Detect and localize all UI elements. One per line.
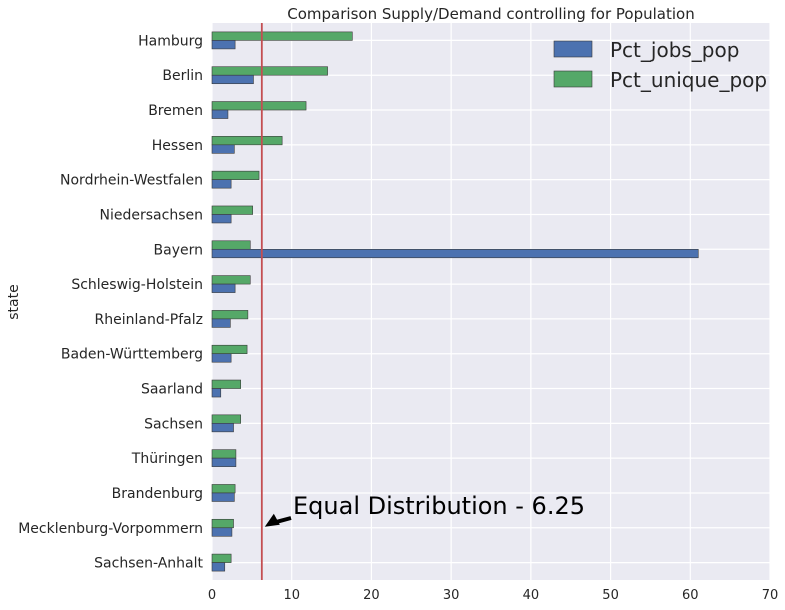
bar-pct-jobs-pop <box>211 353 232 363</box>
legend: Pct_jobs_pop Pct_unique_pop <box>553 38 767 92</box>
bar-pct-unique-pop <box>211 518 234 529</box>
category-label: Hamburg <box>138 33 203 49</box>
x-tick-label: 10 <box>283 588 300 603</box>
category-label: Sachsen-Anhalt <box>94 556 203 572</box>
bar-pct-unique-pop <box>211 484 236 494</box>
category-label: Thüringen <box>131 451 203 467</box>
legend-swatch <box>553 40 593 58</box>
bar-pct-unique-pop <box>211 414 241 424</box>
bar-pct-jobs-pop <box>211 423 234 433</box>
category-label: Baden-Württemberg <box>61 347 203 363</box>
bars <box>211 31 699 572</box>
bar-pct-jobs-pop <box>211 562 226 572</box>
chart-title: Comparison Supply/Demand controlling for… <box>287 5 694 23</box>
x-tick-label: 20 <box>363 588 380 603</box>
category-label: Berlin <box>162 68 203 84</box>
bar-pct-unique-pop <box>211 379 241 389</box>
category-label: Niedersachsen <box>100 207 203 223</box>
bar-pct-unique-pop <box>211 205 253 215</box>
annotation: Equal Distribution - 6.25 <box>264 492 585 527</box>
bar-pct-jobs-pop <box>211 318 231 328</box>
annotation-text: Equal Distribution - 6.25 <box>293 492 585 520</box>
bar-pct-jobs-pop <box>211 74 254 85</box>
x-tick-label: 30 <box>443 588 460 603</box>
category-label: Saarland <box>141 382 203 398</box>
bar-pct-jobs-pop <box>211 144 235 154</box>
x-tick-label: 40 <box>523 588 540 603</box>
annotation-arrowhead <box>264 513 280 527</box>
plot-background <box>212 23 770 580</box>
bar-pct-jobs-pop <box>211 248 699 259</box>
x-tick-label: 50 <box>602 588 619 603</box>
bar-pct-unique-pop <box>211 170 260 180</box>
bar-pct-unique-pop <box>211 31 353 41</box>
category-label: Rheinland-Pfalz <box>95 312 203 328</box>
bar-pct-unique-pop <box>211 344 248 355</box>
bar-pct-unique-pop <box>211 66 328 76</box>
legend-label: Pct_jobs_pop <box>610 38 739 62</box>
bar-pct-jobs-pop <box>211 527 233 537</box>
legend-label: Pct_unique_pop <box>610 68 767 92</box>
category-label: Bremen <box>148 103 203 119</box>
category-label: Hessen <box>152 138 203 154</box>
category-label: Mecklenburg-Vorpommern <box>18 521 203 537</box>
x-tick-label: 70 <box>762 588 779 603</box>
bar-pct-unique-pop <box>211 553 232 563</box>
x-tick-label: 0 <box>208 588 216 603</box>
bar-pct-jobs-pop <box>211 109 229 119</box>
bar-pct-unique-pop <box>211 275 251 285</box>
category-label: Schleswig-Holstein <box>71 277 203 293</box>
bar-pct-unique-pop <box>211 240 251 250</box>
category-label: Nordrhein-Westfalen <box>60 173 203 189</box>
bar-pct-unique-pop <box>211 310 249 320</box>
bar-pct-jobs-pop <box>211 457 237 467</box>
legend-swatch <box>553 70 593 88</box>
bar-pct-jobs-pop <box>211 388 222 398</box>
bar-pct-jobs-pop <box>211 179 232 189</box>
bar-pct-unique-pop <box>211 449 237 459</box>
bar-pct-jobs-pop <box>211 214 232 224</box>
category-label: Sachsen <box>144 416 203 432</box>
category-labels: Hamburg Berlin Bremen Hessen Nordrhein-Westf… <box>18 33 203 571</box>
bar-pct-unique-pop <box>211 136 283 146</box>
x-tick-label: 60 <box>682 588 699 603</box>
bar-pct-jobs-pop <box>211 492 235 502</box>
annotation-arrow-shaft <box>276 516 292 524</box>
category-label: Bayern <box>154 242 203 258</box>
category-label: Brandenburg <box>112 486 203 502</box>
bar-pct-unique-pop <box>211 101 307 111</box>
bar-pct-jobs-pop <box>211 40 236 50</box>
bar-pct-jobs-pop <box>211 283 236 293</box>
x-tick-labels: 0 10 20 30 40 50 60 70 <box>208 588 778 603</box>
y-axis-label: state <box>6 284 22 319</box>
